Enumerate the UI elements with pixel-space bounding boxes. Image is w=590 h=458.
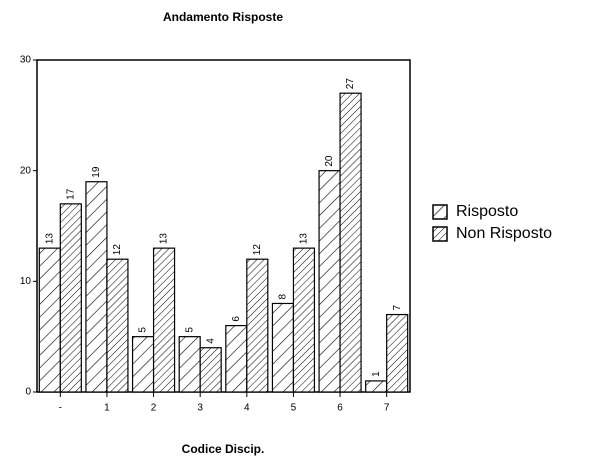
x-tick-label: 5 xyxy=(291,403,297,414)
data-label: 27 xyxy=(345,78,356,90)
data-label: 8 xyxy=(278,293,289,299)
bar xyxy=(339,92,362,393)
data-label: 17 xyxy=(65,188,76,200)
legend-swatch xyxy=(432,204,448,220)
x-tick-label: 4 xyxy=(244,403,250,414)
bar xyxy=(59,203,82,393)
y-tick-label: 10 xyxy=(20,276,32,287)
data-label: 20 xyxy=(324,155,335,167)
data-label: 13 xyxy=(299,233,310,245)
x-tick-label: 2 xyxy=(151,403,157,414)
data-label: 5 xyxy=(184,327,195,333)
data-label: 12 xyxy=(112,244,123,256)
bar xyxy=(292,247,316,393)
bar xyxy=(178,336,201,393)
bar xyxy=(106,258,129,393)
x-tick-label: 3 xyxy=(197,403,203,414)
bar xyxy=(386,313,409,393)
bar xyxy=(365,380,388,393)
x-tick-label: 1 xyxy=(104,403,110,414)
chart-title: Andamento Risposte xyxy=(163,10,283,24)
legend-swatch xyxy=(432,226,448,242)
data-label: 6 xyxy=(231,316,242,322)
data-label: 13 xyxy=(44,233,55,245)
data-label: 19 xyxy=(91,166,102,178)
legend-label: Risposto xyxy=(456,203,518,220)
data-label: 7 xyxy=(392,305,403,311)
bar xyxy=(85,181,108,393)
y-tick-label: 30 xyxy=(20,55,32,66)
data-label: 5 xyxy=(138,327,149,333)
bar xyxy=(152,247,176,393)
plot-frame xyxy=(36,59,411,393)
bar xyxy=(38,247,61,393)
bar xyxy=(131,336,155,393)
y-tick-label: 20 xyxy=(20,165,32,176)
x-tick-label: 6 xyxy=(337,403,343,414)
x-axis-label: Codice Discip. xyxy=(182,442,265,456)
bar xyxy=(199,347,222,393)
bar xyxy=(225,325,248,393)
x-tick-label: - xyxy=(59,403,62,414)
bar xyxy=(318,170,341,393)
data-label: 4 xyxy=(205,338,216,344)
data-label: 12 xyxy=(252,244,263,256)
y-tick-label: 0 xyxy=(25,387,31,398)
legend-label: Non Risposto xyxy=(456,225,552,242)
bar xyxy=(246,258,269,393)
data-label: 1 xyxy=(371,371,382,377)
data-label: 13 xyxy=(159,233,170,245)
bar xyxy=(271,302,295,393)
x-tick-label: 7 xyxy=(384,403,390,414)
